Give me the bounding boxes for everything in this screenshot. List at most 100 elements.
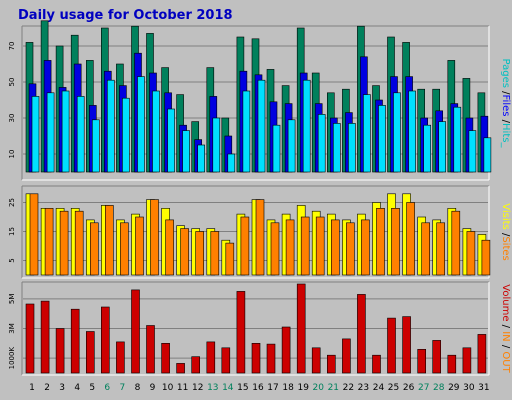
x-tick-label: 21 xyxy=(328,383,339,393)
bar-sites-day-2 xyxy=(44,208,54,276)
bar-volume-day-8 xyxy=(131,289,140,374)
y-tick-label: 3M xyxy=(8,323,16,334)
legend-part: Visits xyxy=(500,203,511,230)
bar-sites-day-5 xyxy=(90,222,99,276)
bar-volume-day-12 xyxy=(191,356,200,374)
x-tick-label: 25 xyxy=(388,383,399,393)
bar-sites-day-14 xyxy=(225,242,235,276)
x-tick-label: 22 xyxy=(343,383,354,393)
legend-part: Sites xyxy=(500,236,511,260)
x-tick-label: 20 xyxy=(312,383,324,393)
legend-part: Pages xyxy=(500,59,511,88)
bar-volume-day-26 xyxy=(402,316,411,374)
bar-volume-day-30 xyxy=(462,347,472,374)
bar-volume-day-13 xyxy=(206,341,216,374)
panel-volume: 1000K 3M 5M Volume / IN / OUT xyxy=(8,281,511,376)
y-tick-label: 30 xyxy=(8,114,16,123)
x-tick-label: 5 xyxy=(89,383,95,393)
bar-sites-day-29 xyxy=(451,210,461,276)
legend-part: Volume xyxy=(500,284,511,321)
bar-pages-day-28 xyxy=(438,121,447,173)
legend-part: Files xyxy=(500,95,511,117)
bar-sites-day-23 xyxy=(361,219,370,276)
bar-sites-day-30 xyxy=(466,231,476,276)
bar-sites-day-24 xyxy=(376,208,385,276)
bar-pages-day-8 xyxy=(137,76,145,173)
bar-pages-day-25 xyxy=(393,92,401,173)
bar-sites-day-6 xyxy=(105,205,114,276)
bar-pages-day-14 xyxy=(227,153,236,173)
x-axis: 1 2 3 4 5 6 7 8 9 10 11 12 13 14 15 16 17 18 19 20 21 22 23 24 2… xyxy=(29,383,489,393)
x-tick-label: 4 xyxy=(74,383,80,393)
bar-pages-day-31 xyxy=(483,137,492,173)
bar-pages-day-13 xyxy=(212,117,221,173)
x-tick-label: 12 xyxy=(192,383,203,393)
bar-pages-day-18 xyxy=(287,119,296,173)
y-tick-label: 50 xyxy=(8,78,16,87)
bar-pages-day-16 xyxy=(257,79,266,173)
bar-volume-day-16 xyxy=(251,342,261,374)
x-tick-label: 31 xyxy=(478,383,489,393)
bar-volume-day-10 xyxy=(161,342,170,374)
x-tick-label: 17 xyxy=(267,383,278,393)
y-tick-label: 10 xyxy=(8,150,16,159)
bar-volume-day-29 xyxy=(447,354,457,374)
bar-sites-day-26 xyxy=(406,202,415,276)
bar-volume-day-21 xyxy=(326,354,336,374)
x-tick-label: 29 xyxy=(448,383,460,393)
bar-volume-day-1 xyxy=(25,303,35,374)
x-tick-label: 2 xyxy=(44,383,50,393)
legend-label-visits-sites: Visits /Sites xyxy=(500,203,511,261)
legend-part: / xyxy=(500,230,511,237)
bars xyxy=(25,20,492,173)
bar-sites-day-7 xyxy=(120,222,129,276)
bar-sites-day-12 xyxy=(195,231,204,276)
bar-sites-day-27 xyxy=(421,222,431,276)
bar-volume-day-3 xyxy=(55,328,65,374)
bar-sites-day-10 xyxy=(165,219,174,276)
x-tick-label: 18 xyxy=(282,383,294,393)
x-tick-label: 3 xyxy=(59,383,65,393)
legend-part: / xyxy=(500,321,511,331)
bar-volume-day-7 xyxy=(116,341,125,374)
bar-sites-day-8 xyxy=(135,216,144,276)
legend-part: OUT xyxy=(500,351,511,373)
bar-volume-day-25 xyxy=(387,317,396,374)
bar-pages-day-5 xyxy=(92,119,100,173)
legend-part: / xyxy=(500,116,511,123)
x-tick-label: 13 xyxy=(207,383,218,393)
bar-sites-day-9 xyxy=(150,199,159,276)
bar-pages-day-11 xyxy=(182,130,190,173)
x-tick-label: 23 xyxy=(358,383,369,393)
bar-volume-day-6 xyxy=(101,306,110,374)
x-tick-label: 26 xyxy=(403,383,415,393)
bar-sites-day-19 xyxy=(300,216,310,276)
y-tick-label: 15 xyxy=(8,227,16,236)
bar-sites-day-21 xyxy=(330,219,340,276)
x-tick-label: 9 xyxy=(150,383,156,393)
x-tick-label: 16 xyxy=(252,383,264,393)
x-tick-label: 1 xyxy=(29,383,35,393)
bar-volume-day-4 xyxy=(70,308,80,374)
bar-volume-day-27 xyxy=(417,348,427,374)
y-tick-label: 70 xyxy=(8,42,16,51)
x-tick-label: 10 xyxy=(162,383,174,393)
bars xyxy=(25,283,487,374)
bar-sites-day-28 xyxy=(436,222,446,276)
x-tick-label: 8 xyxy=(135,383,141,393)
x-tick-label: 27 xyxy=(418,383,429,393)
legend-part: / xyxy=(500,342,511,352)
bar-pages-day-24 xyxy=(378,105,386,173)
bar-pages-day-29 xyxy=(453,106,462,173)
bar-volume-day-5 xyxy=(86,331,95,374)
bar-volume-day-15 xyxy=(236,291,246,374)
legend-part: Hits_ xyxy=(500,123,511,148)
bar-sites-day-11 xyxy=(180,228,189,276)
bar-volume-day-28 xyxy=(432,340,442,374)
legend-label-volume: Volume / IN / OUT xyxy=(500,284,511,373)
bar-sites-day-4 xyxy=(74,210,84,276)
y-tick-label: 1000K xyxy=(8,347,16,370)
